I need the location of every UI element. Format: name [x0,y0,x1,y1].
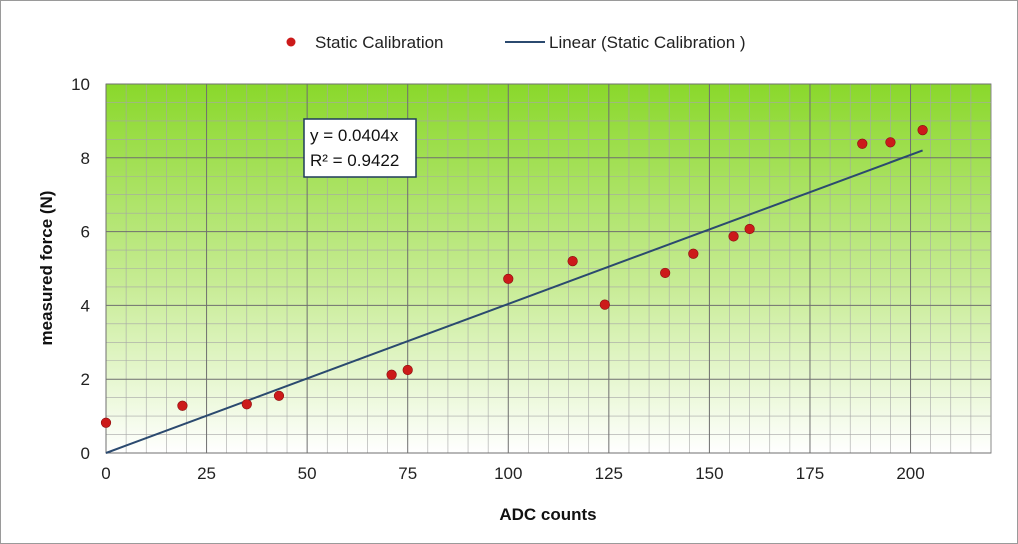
x-tick-label: 75 [398,464,417,483]
x-tick-label: 50 [298,464,317,483]
equation-box: y = 0.0404x R² = 0.9422 [303,118,417,178]
data-point [100,417,112,428]
data-point [567,256,578,267]
data-point [386,369,397,380]
minor-gridlines [106,84,991,453]
data-point [688,248,699,259]
legend-label-linear: Linear (Static Calibration ) [549,33,746,52]
y-tick-label: 6 [81,223,90,242]
data-point [402,364,413,376]
data-point [857,138,868,149]
x-tick-label: 125 [595,464,623,483]
legend: Static Calibration Linear (Static Calibr… [286,33,746,52]
y-axis-ticks: 0 2 4 6 8 10 [71,75,90,463]
x-tick-label: 175 [796,464,824,483]
x-tick-label: 0 [101,464,110,483]
x-tick-label: 25 [197,464,216,483]
data-point [885,137,896,148]
data-point [917,125,928,136]
major-gridlines [105,83,991,454]
x-tick-label: 150 [695,464,723,483]
y-tick-label: 10 [71,75,90,94]
x-tick-label: 100 [494,464,522,483]
x-axis-ticks: 0 25 50 75 100 125 150 175 200 [101,464,924,483]
y-tick-label: 8 [81,149,90,168]
data-point [177,400,188,411]
x-axis-title: ADC counts [499,505,596,524]
data-point [728,231,739,242]
data-point [599,299,610,310]
y-axis-title: measured force (N) [37,191,56,346]
y-tick-label: 2 [81,370,90,389]
equation-text: y = 0.0404x [310,126,399,145]
data-points [100,125,928,428]
data-point [273,390,285,401]
data-point [503,273,514,284]
legend-label-static-calibration: Static Calibration [315,33,444,52]
data-point [660,267,671,279]
legend-marker-static-calibration [286,37,296,47]
r-squared-text: R² = 0.9422 [310,151,399,170]
y-tick-label: 4 [81,296,90,315]
data-point [241,399,252,410]
data-point [744,223,755,235]
y-tick-label: 0 [81,444,90,463]
x-tick-label: 200 [896,464,924,483]
